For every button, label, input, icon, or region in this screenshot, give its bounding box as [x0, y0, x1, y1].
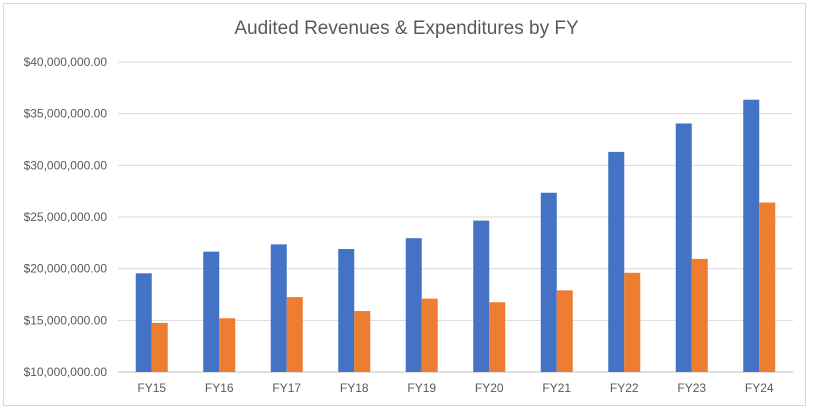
bar-series-2 — [489, 302, 506, 372]
bar-series-2 — [624, 272, 641, 372]
bar-series-1 — [338, 249, 355, 372]
chart-title: Audited Revenues & Expenditures by FY — [234, 18, 579, 39]
bar-series-2 — [286, 297, 303, 372]
y-tick-label: $30,000,000.00 — [24, 158, 108, 172]
bar-series-2 — [421, 298, 438, 372]
x-tick-label: FY21 — [542, 381, 571, 395]
bar-series-1 — [270, 244, 287, 372]
bar-series-2 — [556, 290, 573, 372]
bar-series-1 — [135, 273, 152, 372]
x-tick-label: FY22 — [610, 381, 639, 395]
bar-series-1 — [743, 99, 760, 372]
bar-series-2 — [219, 318, 236, 372]
x-tick-label: FY17 — [272, 381, 301, 395]
bar-series-1 — [203, 251, 220, 372]
y-tick-label: $25,000,000.00 — [24, 210, 108, 224]
x-tick-label: FY18 — [340, 381, 369, 395]
x-axis-ticks: FY15 FY16 FY17 FY18 FY19 FY20 FY21 FY22 FY23 FY24 — [137, 381, 774, 395]
bar-series-1 — [473, 220, 490, 372]
y-tick-label: $20,000,000.00 — [24, 262, 108, 276]
bar-series-1 — [608, 151, 625, 372]
x-tick-label: FY19 — [407, 381, 436, 395]
bar-series-2 — [151, 322, 168, 372]
y-tick-label: $15,000,000.00 — [24, 313, 108, 327]
bar-series-2 — [759, 202, 776, 372]
bar-series-2 — [354, 311, 371, 372]
y-axis-ticks: $10,000,000.00 $15,000,000.00 $20,000,000.… — [24, 55, 108, 379]
x-tick-label: FY15 — [137, 381, 166, 395]
y-tick-label: $40,000,000.00 — [24, 55, 108, 69]
x-tick-label: FY16 — [205, 381, 234, 395]
bar-series-1 — [675, 123, 692, 372]
bar-series-2 — [691, 258, 708, 372]
x-tick-label: FY23 — [677, 381, 706, 395]
bar-series-1 — [405, 238, 422, 372]
y-tick-label: $10,000,000.00 — [24, 365, 108, 379]
x-tick-label: FY20 — [475, 381, 504, 395]
x-tick-label: FY24 — [745, 381, 774, 395]
bar-series-1 — [540, 192, 557, 372]
bars — [135, 99, 776, 372]
y-tick-label: $35,000,000.00 — [24, 107, 108, 121]
